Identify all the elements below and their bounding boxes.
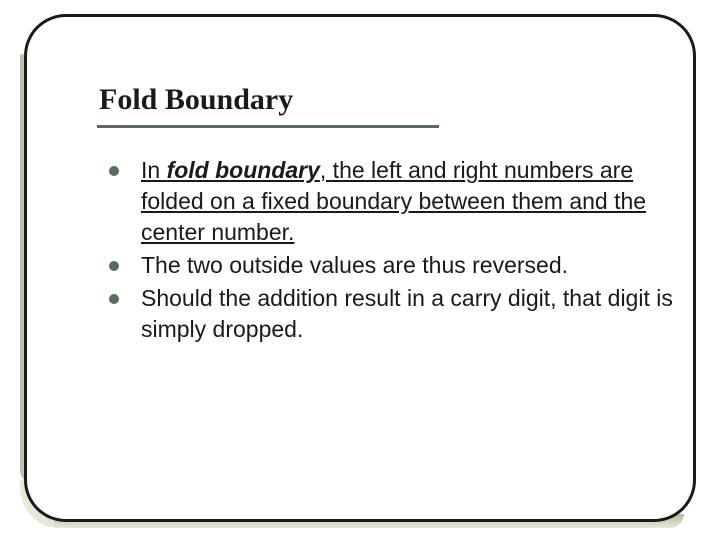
bullet-0-underlined: In fold boundary, the left and right num… <box>141 157 646 245</box>
slide-title: Fold Boundary <box>99 83 293 117</box>
slide-frame: Fold Boundary In fold boundary, the left… <box>24 14 696 522</box>
slide-content: In fold boundary, the left and right num… <box>109 155 681 347</box>
list-item: Should the addition result in a carry di… <box>109 283 681 345</box>
bullet-text: Should the addition result in a carry di… <box>141 283 681 345</box>
list-item: The two outside values are thus reversed… <box>109 250 681 281</box>
bullet-0-em: fold boundary <box>167 157 320 183</box>
bullet-text: In fold boundary, the left and right num… <box>141 155 681 248</box>
bullet-text: The two outside values are thus reversed… <box>141 250 568 281</box>
bullet-0-pre: In <box>141 157 167 183</box>
bullet-icon <box>109 166 119 176</box>
bullet-icon <box>109 294 119 304</box>
title-underline <box>97 125 439 128</box>
bullet-icon <box>109 261 119 271</box>
list-item: In fold boundary, the left and right num… <box>109 155 681 248</box>
